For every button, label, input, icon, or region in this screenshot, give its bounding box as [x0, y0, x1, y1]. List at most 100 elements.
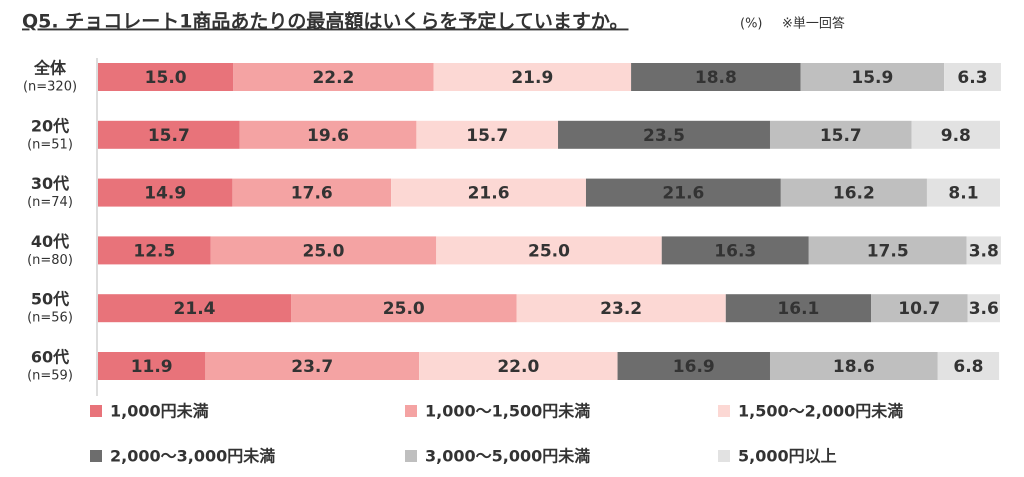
legend-swatch [90, 450, 102, 462]
bar-segment [808, 236, 967, 265]
category-label: 60代 [31, 348, 69, 367]
sample-size: (n=74) [27, 195, 73, 210]
bar-segment [419, 352, 618, 380]
bar-segment [800, 63, 945, 91]
value-label: 16.2 [833, 184, 875, 204]
category-label: 50代 [31, 290, 69, 309]
bar-segment [516, 294, 726, 323]
bar-segment [780, 178, 927, 207]
bar-segment [98, 236, 211, 265]
bar-segment [661, 236, 809, 265]
value-label: 12.5 [133, 241, 175, 261]
value-label: 6.8 [953, 357, 983, 377]
value-label: 21.9 [511, 68, 553, 88]
legend-label: 1,000円未満 [110, 402, 209, 421]
category-label: 全体 [33, 59, 67, 78]
value-label: 18.8 [695, 68, 737, 88]
value-label: 17.5 [867, 241, 909, 261]
bar-segment [233, 63, 434, 91]
legend-label: 5,000円以上 [738, 447, 837, 466]
answer-note: ※単一回答 [782, 16, 845, 32]
value-label: 17.6 [291, 184, 333, 204]
value-label: 23.2 [600, 299, 642, 319]
bar-segment [769, 120, 912, 149]
legend-label: 1,500～2,000円未満 [738, 402, 903, 421]
legend-label: 2,000～3,000円未満 [110, 447, 275, 466]
legend-label: 3,000～5,000円未満 [425, 447, 590, 466]
legend-swatch [405, 450, 417, 462]
legend-swatch [718, 405, 730, 417]
value-label: 3.8 [969, 241, 999, 261]
value-label: 9.8 [941, 126, 971, 146]
value-label: 19.6 [307, 126, 349, 146]
sample-size: (n=320) [23, 80, 77, 95]
bar-segment [967, 294, 1000, 323]
value-label: 21.4 [174, 299, 216, 319]
legend-swatch [90, 405, 102, 417]
value-label: 15.7 [820, 126, 862, 146]
legend-swatch [405, 405, 417, 417]
bar-segment [585, 178, 781, 207]
bar-segment [944, 63, 1001, 91]
bar-segment [416, 120, 559, 149]
sample-size: (n=59) [27, 369, 73, 384]
value-label: 16.3 [714, 241, 756, 261]
legend-label: 1,000～1,500円未満 [425, 402, 590, 421]
value-label: 15.7 [466, 126, 508, 146]
value-label: 15.9 [851, 68, 893, 88]
value-label: 16.9 [673, 357, 715, 377]
value-label: 22.0 [497, 357, 539, 377]
value-label: 15.0 [145, 68, 187, 88]
value-label: 23.5 [643, 126, 685, 146]
bar-segment [433, 63, 632, 91]
bar-segment [617, 352, 770, 380]
sample-size: (n=80) [27, 253, 73, 268]
value-label: 6.3 [957, 68, 987, 88]
chart-title: Q5. チョコレート1商品あたりの最高額はいくらを予定していますか。 [22, 10, 628, 33]
bar-segment [232, 178, 392, 207]
value-label: 14.9 [144, 184, 186, 204]
bar-segment [911, 120, 1000, 149]
bar-segment [98, 352, 206, 380]
bar-segment [436, 236, 662, 265]
value-label: 15.7 [148, 126, 190, 146]
bar-segment [210, 236, 437, 265]
bar-segment [98, 63, 234, 91]
value-label: 18.6 [833, 357, 875, 377]
value-label: 3.6 [969, 299, 999, 319]
bar-segment [769, 352, 938, 380]
category-label: 40代 [31, 232, 69, 251]
bar-segment [631, 63, 801, 91]
bar-segment [205, 352, 420, 380]
bar-segment [239, 120, 417, 149]
value-label: 16.1 [777, 299, 819, 319]
value-label: 21.6 [468, 184, 510, 204]
bar-segment [725, 294, 872, 323]
bar-segment [558, 120, 770, 149]
value-label: 10.7 [898, 299, 940, 319]
value-label: 25.0 [383, 299, 425, 319]
sample-size: (n=56) [27, 311, 73, 326]
value-label: 8.1 [948, 184, 978, 204]
value-label: 25.0 [528, 241, 570, 261]
bar-segment [291, 294, 517, 323]
value-label: 25.0 [303, 241, 345, 261]
category-label: 20代 [31, 116, 69, 135]
legend-swatch [718, 450, 730, 462]
value-label: 22.2 [312, 68, 354, 88]
bar-segment [926, 178, 1000, 207]
bar-segment [966, 236, 1001, 265]
bar-segment [98, 120, 240, 149]
bar-segment [937, 352, 1000, 380]
unit-note: (%) [740, 17, 763, 32]
category-label: 30代 [31, 174, 69, 193]
value-label: 21.6 [662, 184, 704, 204]
bar-segment [98, 294, 292, 323]
value-label: 11.9 [131, 357, 173, 377]
bar-segment [391, 178, 586, 207]
sample-size: (n=51) [27, 137, 73, 152]
value-label: 23.7 [291, 357, 333, 377]
bar-segment [871, 294, 968, 323]
bar-segment [98, 178, 233, 207]
